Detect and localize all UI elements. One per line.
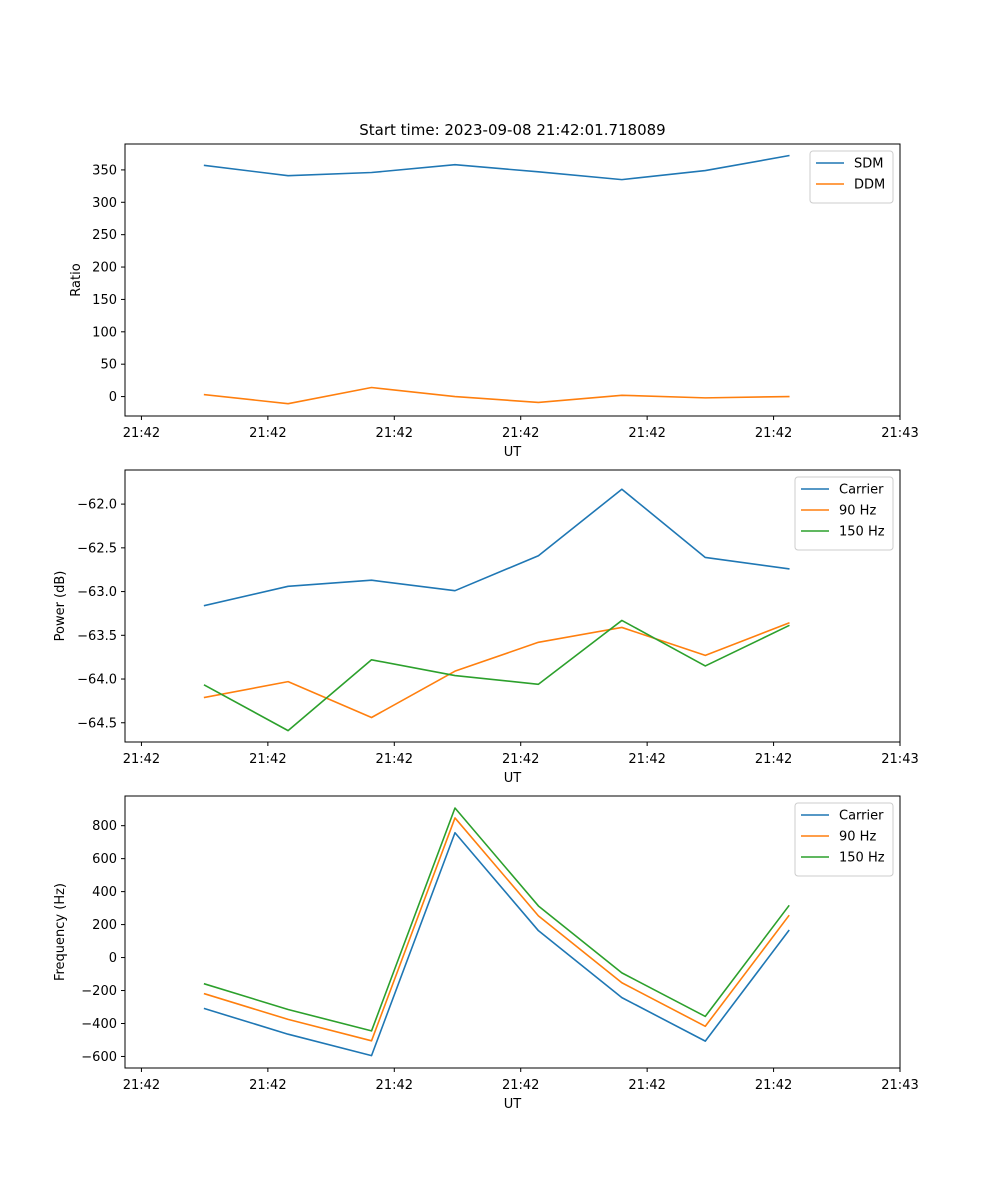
frequency-series-90-hz-line xyxy=(203,817,790,1042)
ratio-x-tick-label: 21:42 xyxy=(249,426,286,441)
frequency-x-axis-label: UT xyxy=(504,1097,522,1112)
ratio-panel: 21:42 21:42 21:42 21:42 21:42 21:42 21:43 0 50 10… xyxy=(69,143,919,460)
ratio-y-tick-label: 350 xyxy=(92,163,117,178)
ratio-y-tick-label: 200 xyxy=(92,261,117,276)
ratio-x-tick-label: 21:42 xyxy=(502,426,539,441)
frequency-legend: Carrier 90 Hz 150 Hz xyxy=(794,802,894,877)
frequency-y-tick-label: 400 xyxy=(92,885,117,900)
ratio-y-tick-label: 100 xyxy=(92,325,117,340)
legend-label-90-hz: 90 Hz xyxy=(839,504,876,519)
frequency-y-tick-label: −200 xyxy=(81,984,117,999)
power-x-tick-label: 21:43 xyxy=(881,752,918,767)
power-series-90-hz-line xyxy=(203,622,790,719)
chart-title: Start time: 2023-09-08 21:42:01.718089 xyxy=(359,121,665,139)
frequency-x-tick-label: 21:42 xyxy=(376,1078,413,1093)
ratio-legend: SDM DDM xyxy=(809,150,894,204)
power-y-tick-label: −64.5 xyxy=(77,716,117,731)
power-series-150-hz-line xyxy=(203,619,790,732)
power-panel: 21:42 21:42 21:42 21:42 21:42 21:42 21:43 −64.5… xyxy=(53,469,919,786)
power-y-tick-label: −62.0 xyxy=(77,498,117,513)
frequency-x-tick-label: 21:43 xyxy=(881,1078,918,1093)
legend-label-ddm: DDM xyxy=(854,178,885,193)
ratio-y-tick-label: 50 xyxy=(100,358,117,373)
legend-label-carrier: Carrier xyxy=(839,483,884,498)
power-y-tick-label: −63.0 xyxy=(77,585,117,600)
frequency-y-tick-label: −400 xyxy=(81,1017,117,1032)
legend-label-carrier: Carrier xyxy=(839,809,884,824)
power-y-axis-label: Power (dB) xyxy=(53,571,68,642)
frequency-y-tick-label: −600 xyxy=(81,1050,117,1065)
ratio-x-tick-label: 21:43 xyxy=(881,426,918,441)
ratio-series-sdm-line xyxy=(203,154,790,181)
power-x-tick-label: 21:42 xyxy=(755,752,792,767)
ratio-y-tick-label: 300 xyxy=(92,196,117,211)
ratio-y-tick-label: 250 xyxy=(92,228,117,243)
frequency-y-tick-label: 0 xyxy=(109,951,117,966)
frequency-y-tick-label: 200 xyxy=(92,918,117,933)
ratio-x-axis-label: UT xyxy=(504,445,522,460)
power-x-tick-label: 21:42 xyxy=(249,752,286,767)
frequency-x-tick-label: 21:42 xyxy=(628,1078,665,1093)
frequency-y-axis-label: Frequency (Hz) xyxy=(53,883,68,981)
power-y-tick-label: −64.0 xyxy=(77,673,117,688)
frequency-series-150-hz-line xyxy=(203,807,790,1032)
ratio-x-tick-label: 21:42 xyxy=(755,426,792,441)
ratio-y-axis-label: Ratio xyxy=(69,263,84,296)
ratio-x-tick-label: 21:42 xyxy=(628,426,665,441)
ratio-x-tick-label: 21:42 xyxy=(376,426,413,441)
power-legend: Carrier 90 Hz 150 Hz xyxy=(794,476,894,551)
power-y-tick-label: −63.5 xyxy=(77,629,117,644)
power-x-tick-label: 21:42 xyxy=(502,752,539,767)
frequency-x-tick-label: 21:42 xyxy=(249,1078,286,1093)
ratio-y-tick-label: 0 xyxy=(109,390,117,405)
legend-label-sdm: SDM xyxy=(854,157,883,172)
ratio-y-tick-label: 150 xyxy=(92,293,117,308)
legend-box xyxy=(809,150,894,204)
frequency-panel: 21:42 21:42 21:42 21:42 21:42 21:42 21:43 −600 −… xyxy=(53,795,919,1112)
frequency-x-tick-label: 21:42 xyxy=(502,1078,539,1093)
power-axes-frame xyxy=(124,469,901,743)
power-x-tick-label: 21:42 xyxy=(628,752,665,767)
frequency-x-tick-label: 21:42 xyxy=(755,1078,792,1093)
legend-label-90-hz: 90 Hz xyxy=(839,830,876,845)
frequency-x-tick-label: 21:42 xyxy=(123,1078,160,1093)
ratio-series-ddm-line xyxy=(203,386,790,405)
legend-label-150-hz: 150 Hz xyxy=(839,851,885,866)
frequency-series-carrier-line xyxy=(203,831,790,1057)
frequency-axes-frame xyxy=(124,795,901,1069)
power-y-tick-label: −62.5 xyxy=(77,541,117,556)
frequency-y-tick-label: 600 xyxy=(92,852,117,867)
power-x-tick-label: 21:42 xyxy=(123,752,160,767)
power-series-carrier-line xyxy=(203,488,790,607)
frequency-y-tick-label: 800 xyxy=(92,819,117,834)
power-x-axis-label: UT xyxy=(504,771,522,786)
legend-label-150-hz: 150 Hz xyxy=(839,525,885,540)
ratio-axes-frame xyxy=(124,143,901,417)
power-x-tick-label: 21:42 xyxy=(376,752,413,767)
ratio-x-tick-label: 21:42 xyxy=(123,426,160,441)
